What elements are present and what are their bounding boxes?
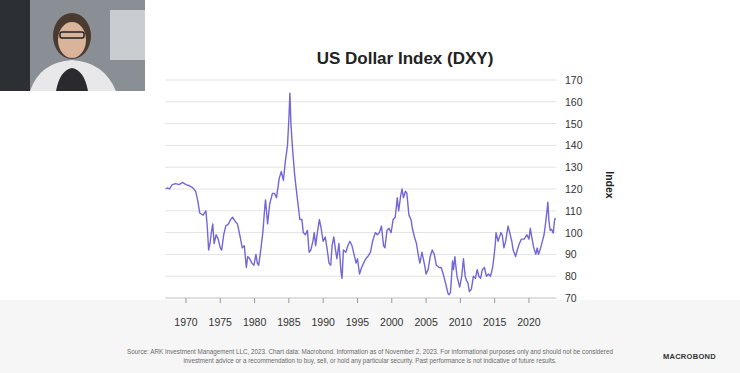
y-tick-label: 140 [565, 139, 583, 151]
footer-band [0, 300, 740, 373]
webcam-body [30, 60, 116, 91]
grid-line [165, 80, 556, 81]
y-tick-label: 70 [565, 292, 577, 304]
grid-line [165, 145, 556, 146]
grid-line [165, 254, 556, 255]
x-tick-label: 1990 [311, 316, 335, 328]
grid-line [165, 167, 556, 168]
y-tick-label: 90 [565, 248, 577, 260]
x-tick-label: 2010 [449, 316, 473, 328]
x-tick [426, 298, 427, 303]
webcam-window [110, 10, 145, 60]
grid-line [165, 123, 556, 124]
y-tick-label: 160 [565, 96, 583, 108]
x-tick-label: 2015 [483, 316, 507, 328]
y-tick-label: 110 [565, 205, 582, 217]
grid-line [165, 298, 556, 299]
x-tick-label: 1980 [243, 316, 267, 328]
y-tick-label: 130 [565, 161, 583, 173]
x-tick [528, 298, 529, 303]
slide: US Dollar Index (DXY) 70 80 90 100 110 120 130 1… [0, 0, 740, 373]
y-tick-label: 150 [565, 118, 583, 130]
x-tick [288, 298, 289, 303]
x-tick-label: 2000 [380, 316, 404, 328]
grid-line [165, 210, 556, 211]
webcam-top [56, 68, 88, 91]
y-tick-label: 80 [565, 270, 577, 282]
grid-line [165, 189, 556, 190]
background [0, 0, 740, 373]
webcam-bg [0, 0, 145, 91]
x-tick-label: 1970 [174, 316, 198, 328]
x-tick-label: 1975 [209, 316, 233, 328]
x-tick [323, 298, 324, 303]
logo: MACROBOND [663, 352, 716, 361]
webcam-glasses [60, 32, 84, 38]
x-tick [357, 298, 358, 303]
webcam [0, 0, 145, 91]
webcam-face [58, 22, 86, 58]
x-tick [220, 298, 221, 303]
source-note: Source: ARK Investment Management LLC, 2… [127, 348, 613, 356]
source-note: investment advice or a recommendation to… [183, 357, 556, 365]
chart: US Dollar Index (DXY) 70 80 90 100 110 120 130 1… [0, 0, 740, 373]
x-tick [254, 298, 255, 303]
x-tick-label: 1985 [277, 316, 301, 328]
y-tick-label: 100 [565, 227, 583, 239]
x-axis-line [165, 298, 556, 299]
x-tick [391, 298, 392, 303]
grid-line [165, 276, 556, 277]
x-tick-label: 2020 [517, 316, 541, 328]
webcam-hair [53, 13, 91, 59]
y-axis: 70 80 90 100 110 120 130 140 150 160 170 [165, 74, 582, 304]
y-axis-label: Index [604, 171, 616, 199]
y-tick-label: 170 [565, 74, 583, 86]
title: US Dollar Index (DXY) [317, 49, 494, 68]
x-tick-label: 1995 [346, 316, 370, 328]
webcam-wall [0, 0, 30, 91]
grid-line [165, 101, 556, 102]
x-tick [185, 298, 186, 303]
x-tick [494, 298, 495, 303]
x-tick-label: 2005 [414, 316, 438, 328]
plot-area [165, 93, 555, 295]
y-tick-label: 120 [565, 183, 583, 195]
x-tick [460, 298, 461, 303]
dxy-line [165, 93, 555, 295]
x-axis: 1970 1975 1980 1985 1990 1995 2000 2005 2010 2015… [165, 298, 556, 328]
